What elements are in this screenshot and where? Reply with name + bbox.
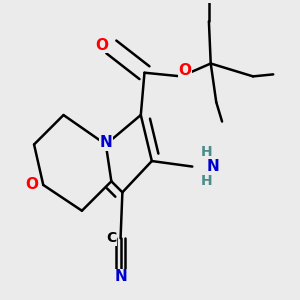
Text: H: H — [201, 145, 213, 159]
Text: N: N — [114, 269, 127, 284]
Text: N: N — [100, 135, 112, 150]
Text: N: N — [206, 159, 219, 174]
Text: O: O — [178, 63, 191, 78]
Text: O: O — [96, 38, 109, 52]
Text: C: C — [106, 231, 116, 245]
Text: O: O — [26, 178, 39, 193]
Text: H: H — [201, 174, 213, 188]
